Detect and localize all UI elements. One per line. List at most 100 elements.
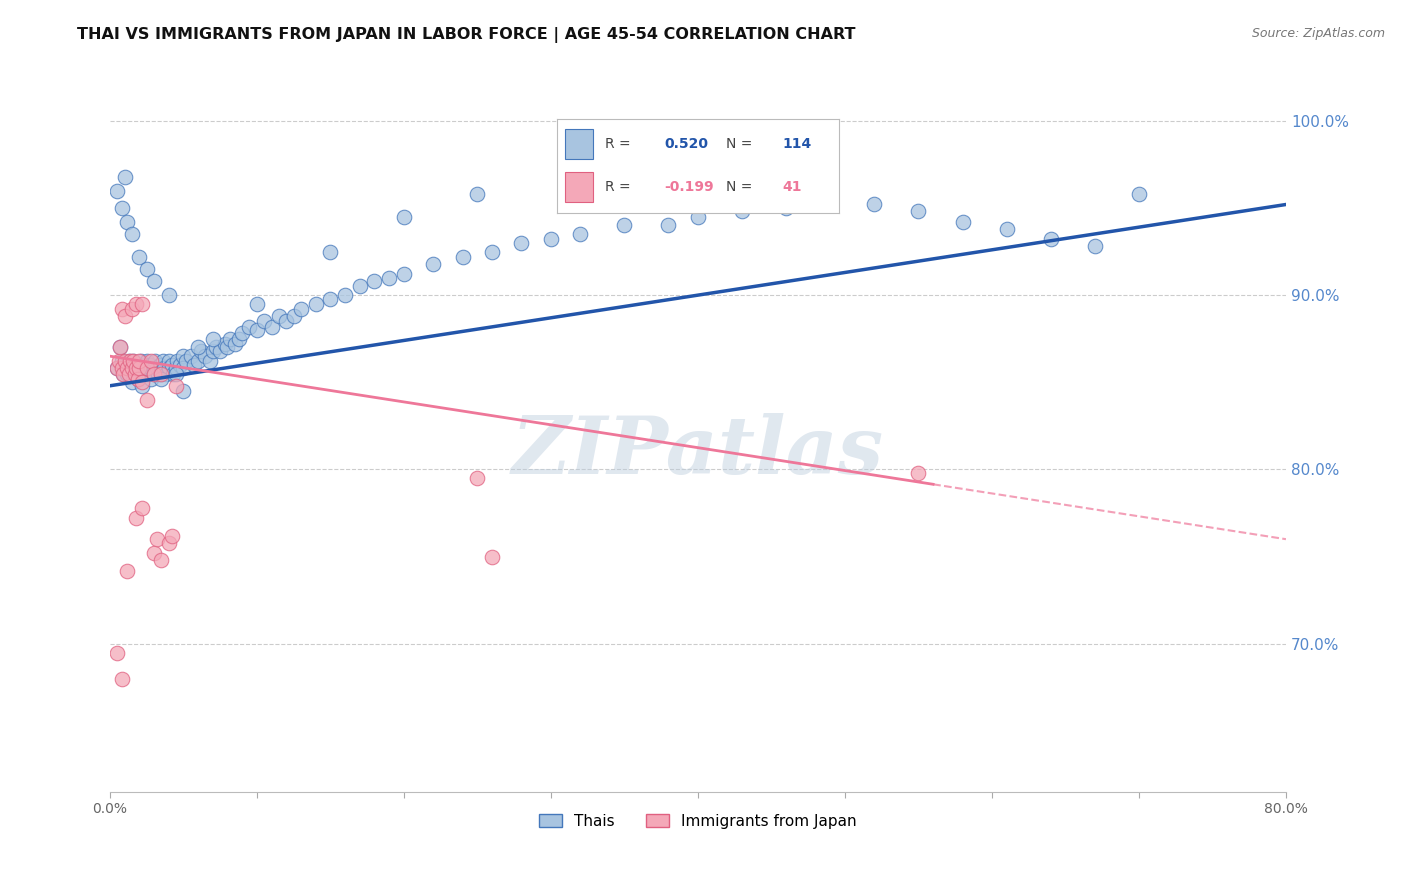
Point (907, 204, 929, 219)
Point (146, 361, 169, 376)
Point (155, 367, 177, 381)
Point (120, 354, 142, 368)
Point (149, 358, 172, 372)
Point (290, 302, 312, 317)
Point (135, 361, 157, 376)
Point (125, 511, 148, 525)
Point (1039, 232, 1062, 246)
Point (128, 367, 150, 381)
Point (172, 361, 194, 376)
Point (467, 471, 489, 485)
Point (863, 197, 886, 211)
Point (112, 367, 135, 381)
Point (165, 378, 187, 392)
Point (174, 354, 197, 368)
Point (378, 270, 401, 285)
Point (510, 235, 533, 250)
Point (214, 337, 236, 351)
Point (110, 302, 132, 317)
Point (150, 367, 173, 381)
Text: Source: ZipAtlas.com: Source: ZipAtlas.com (1251, 27, 1385, 40)
Point (108, 341, 131, 355)
Point (117, 361, 139, 376)
Point (201, 343, 224, 358)
Point (731, 204, 754, 219)
Point (162, 367, 184, 381)
Point (105, 361, 128, 376)
Point (114, 309, 136, 323)
Point (121, 227, 143, 241)
Point (319, 292, 342, 306)
Point (150, 367, 173, 381)
Point (267, 309, 290, 323)
Point (209, 343, 232, 358)
Point (569, 227, 592, 241)
Point (131, 378, 153, 392)
Point (117, 367, 139, 381)
Point (142, 367, 165, 381)
Text: THAI VS IMMIGRANTS FROM JAPAN IN LABOR FORCE | AGE 45-54 CORRELATION CHART: THAI VS IMMIGRANTS FROM JAPAN IN LABOR F… (77, 27, 856, 43)
Point (451, 250, 474, 264)
Point (657, 219, 679, 233)
Point (121, 361, 143, 376)
Point (114, 354, 136, 368)
Point (118, 354, 141, 368)
Point (135, 354, 157, 368)
Point (952, 215, 974, 229)
Point (117, 564, 139, 578)
Point (253, 314, 276, 328)
Point (152, 354, 174, 368)
Point (238, 319, 260, 334)
Point (160, 358, 183, 372)
Point (224, 337, 246, 351)
Point (169, 358, 191, 372)
Point (114, 169, 136, 184)
Point (142, 274, 165, 288)
Point (246, 297, 269, 311)
Point (1084, 239, 1107, 253)
Point (540, 232, 562, 246)
Point (198, 354, 221, 368)
Point (187, 341, 209, 355)
Point (995, 222, 1018, 236)
Point (121, 361, 143, 376)
Point (166, 354, 188, 368)
Point (142, 546, 165, 560)
Point (131, 367, 153, 381)
Point (131, 500, 153, 515)
Point (165, 367, 187, 381)
Point (818, 197, 841, 211)
Point (217, 341, 239, 355)
Point (349, 279, 371, 293)
Point (231, 326, 253, 341)
Point (194, 349, 217, 363)
Point (125, 361, 148, 376)
Point (422, 257, 444, 271)
Point (114, 358, 136, 372)
Point (180, 349, 202, 363)
Point (145, 354, 167, 368)
Point (131, 297, 153, 311)
Point (157, 535, 180, 549)
Point (124, 367, 146, 381)
Point (305, 297, 328, 311)
Point (110, 672, 132, 686)
Point (467, 187, 489, 202)
Point (363, 274, 385, 288)
Point (125, 358, 148, 372)
Point (481, 549, 503, 564)
Point (105, 184, 128, 198)
Point (146, 532, 169, 546)
Point (160, 529, 183, 543)
Point (139, 354, 162, 368)
Point (129, 354, 152, 368)
Point (907, 466, 929, 480)
Point (142, 361, 165, 376)
Point (107, 354, 129, 368)
Point (172, 384, 194, 398)
Point (153, 361, 176, 376)
Point (139, 372, 162, 386)
Point (128, 361, 150, 376)
Point (110, 201, 132, 215)
Point (136, 367, 159, 381)
